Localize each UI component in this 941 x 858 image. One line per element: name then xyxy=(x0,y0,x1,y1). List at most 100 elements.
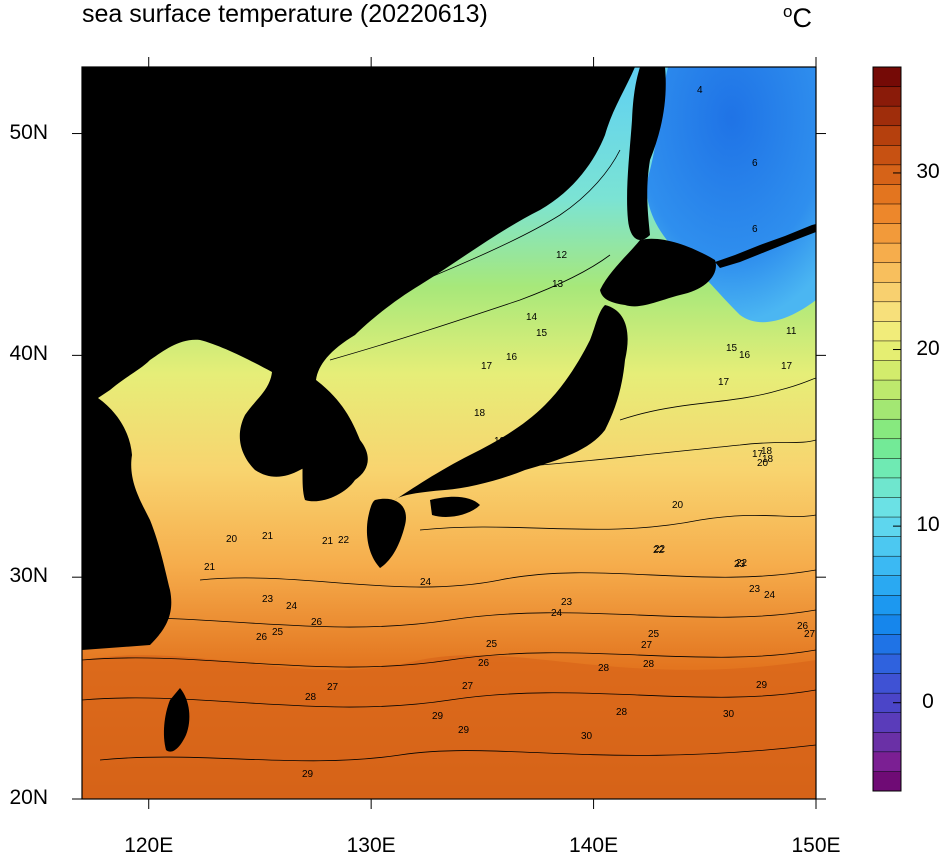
contour-label: 25 xyxy=(272,627,284,638)
contour-label: 24 xyxy=(420,577,432,588)
contour-label: 22 xyxy=(338,535,350,546)
degree-symbol: o xyxy=(783,2,793,21)
contour-label: 17 xyxy=(481,361,493,372)
colorbar-swatch xyxy=(873,614,901,635)
colorbar-swatch xyxy=(873,556,901,577)
contour-label: 30 xyxy=(723,709,735,720)
contour-label: 6 xyxy=(752,224,758,235)
colorbar-swatch xyxy=(873,517,901,538)
sakhalin-island xyxy=(627,67,666,240)
contour-label: 16 xyxy=(739,350,751,361)
contour-label: 25 xyxy=(648,629,660,640)
colorbar-swatch xyxy=(873,380,901,401)
contour-label: 23 xyxy=(561,597,573,608)
contour-label: 29 xyxy=(302,769,314,780)
colorbar-swatch xyxy=(873,419,901,440)
colorbar-swatch xyxy=(873,771,901,792)
lon-tick-label: 130E xyxy=(346,834,396,857)
contour-label: 26 xyxy=(478,658,490,669)
colorbar-swatch xyxy=(873,693,901,714)
contour-label: 22 xyxy=(654,544,666,555)
contour-label: 26 xyxy=(311,617,323,628)
contour-label: 15 xyxy=(536,328,548,339)
unit-label: oC xyxy=(783,2,812,34)
colorbar-swatch xyxy=(873,184,901,205)
lon-tick-label: 150E xyxy=(791,834,841,857)
kuril-islands xyxy=(715,224,816,268)
hokkaido-island xyxy=(600,238,716,307)
contour-label: 20 xyxy=(757,458,769,469)
colorbar-swatch xyxy=(873,106,901,127)
contour-label: 24 xyxy=(551,608,563,619)
colorbar-swatch xyxy=(873,262,901,283)
contour-label: 16 xyxy=(506,352,518,363)
lon-tick-label: 140E xyxy=(569,834,619,857)
colorbar-swatch xyxy=(873,575,901,596)
contour-label: 21 xyxy=(262,531,274,542)
contour-label: 11 xyxy=(786,326,797,337)
contour-label: 18 xyxy=(761,446,773,457)
unit-symbol: C xyxy=(792,3,812,33)
contour-label: 17 xyxy=(718,377,730,388)
asia-mainland xyxy=(82,67,635,650)
contour-label: 27 xyxy=(804,629,816,640)
colorbar-swatch xyxy=(873,595,901,616)
colorbar-swatch xyxy=(873,67,901,88)
contour-label: 28 xyxy=(643,659,655,670)
contour-label: 21 xyxy=(204,562,216,573)
contour-label: 4 xyxy=(697,85,703,96)
korea-peninsula xyxy=(298,380,368,502)
colorbar xyxy=(873,67,901,792)
lat-tick-label: 30N xyxy=(9,564,48,588)
contour-label: 23 xyxy=(734,559,746,570)
contour-label: 21 xyxy=(322,536,334,547)
colorbar-swatch xyxy=(873,399,901,420)
colorbar-swatch xyxy=(873,536,901,557)
lat-tick-label: 20N xyxy=(9,786,48,809)
contour-label: 23 xyxy=(749,584,761,595)
colorbar-frame xyxy=(872,66,902,792)
contour-label: 14 xyxy=(526,312,538,323)
colorbar-swatch xyxy=(873,477,901,498)
colorbar-tick-label: 30 xyxy=(916,159,940,183)
contour-label: 20 xyxy=(226,534,238,545)
contour-label: 17 xyxy=(752,449,764,460)
contour-label: 23 xyxy=(262,594,274,605)
contour-label: 27 xyxy=(641,640,653,651)
colorbar-swatch xyxy=(873,340,901,362)
lat-tick-label: 50N xyxy=(9,120,48,144)
contour-label: 27 xyxy=(327,682,339,693)
contour-label: 29 xyxy=(458,725,470,736)
kyushu-island xyxy=(366,498,406,568)
map-field xyxy=(82,67,816,799)
contour-label: 26 xyxy=(256,632,268,643)
contour-label: 28 xyxy=(616,707,628,718)
map-frame xyxy=(81,66,817,800)
colorbar-tick-label: 0 xyxy=(922,689,934,713)
contour-label: 24 xyxy=(286,601,298,612)
colorbar-tick-marks xyxy=(893,172,901,704)
contour-label: 13 xyxy=(552,279,564,290)
contour-label: 17 xyxy=(781,361,793,372)
colorbar-swatch xyxy=(873,751,901,772)
colorbar-swatch xyxy=(873,654,901,675)
lat-tick-label: 40N xyxy=(9,342,48,366)
colorbar-tick-label: 20 xyxy=(916,336,940,360)
colorbar-swatch xyxy=(873,732,901,753)
colorbar-swatch xyxy=(873,301,901,322)
contour-label: 18 xyxy=(474,408,486,419)
contour-label: 22 xyxy=(736,558,748,569)
lon-tick-label: 120E xyxy=(124,834,174,857)
contour-label: 28 xyxy=(598,663,610,674)
colorbar-swatch xyxy=(873,164,901,185)
colorbar-swatch xyxy=(873,282,901,303)
honshu-island xyxy=(395,305,628,500)
colorbar-swatch xyxy=(873,86,901,107)
contour-label: 24 xyxy=(764,590,776,601)
colorbar-swatch xyxy=(873,145,901,166)
colorbar-swatch xyxy=(873,203,901,225)
contour-lines xyxy=(82,149,816,762)
map-tick-marks xyxy=(72,57,826,809)
contour-label: 29 xyxy=(756,680,768,691)
